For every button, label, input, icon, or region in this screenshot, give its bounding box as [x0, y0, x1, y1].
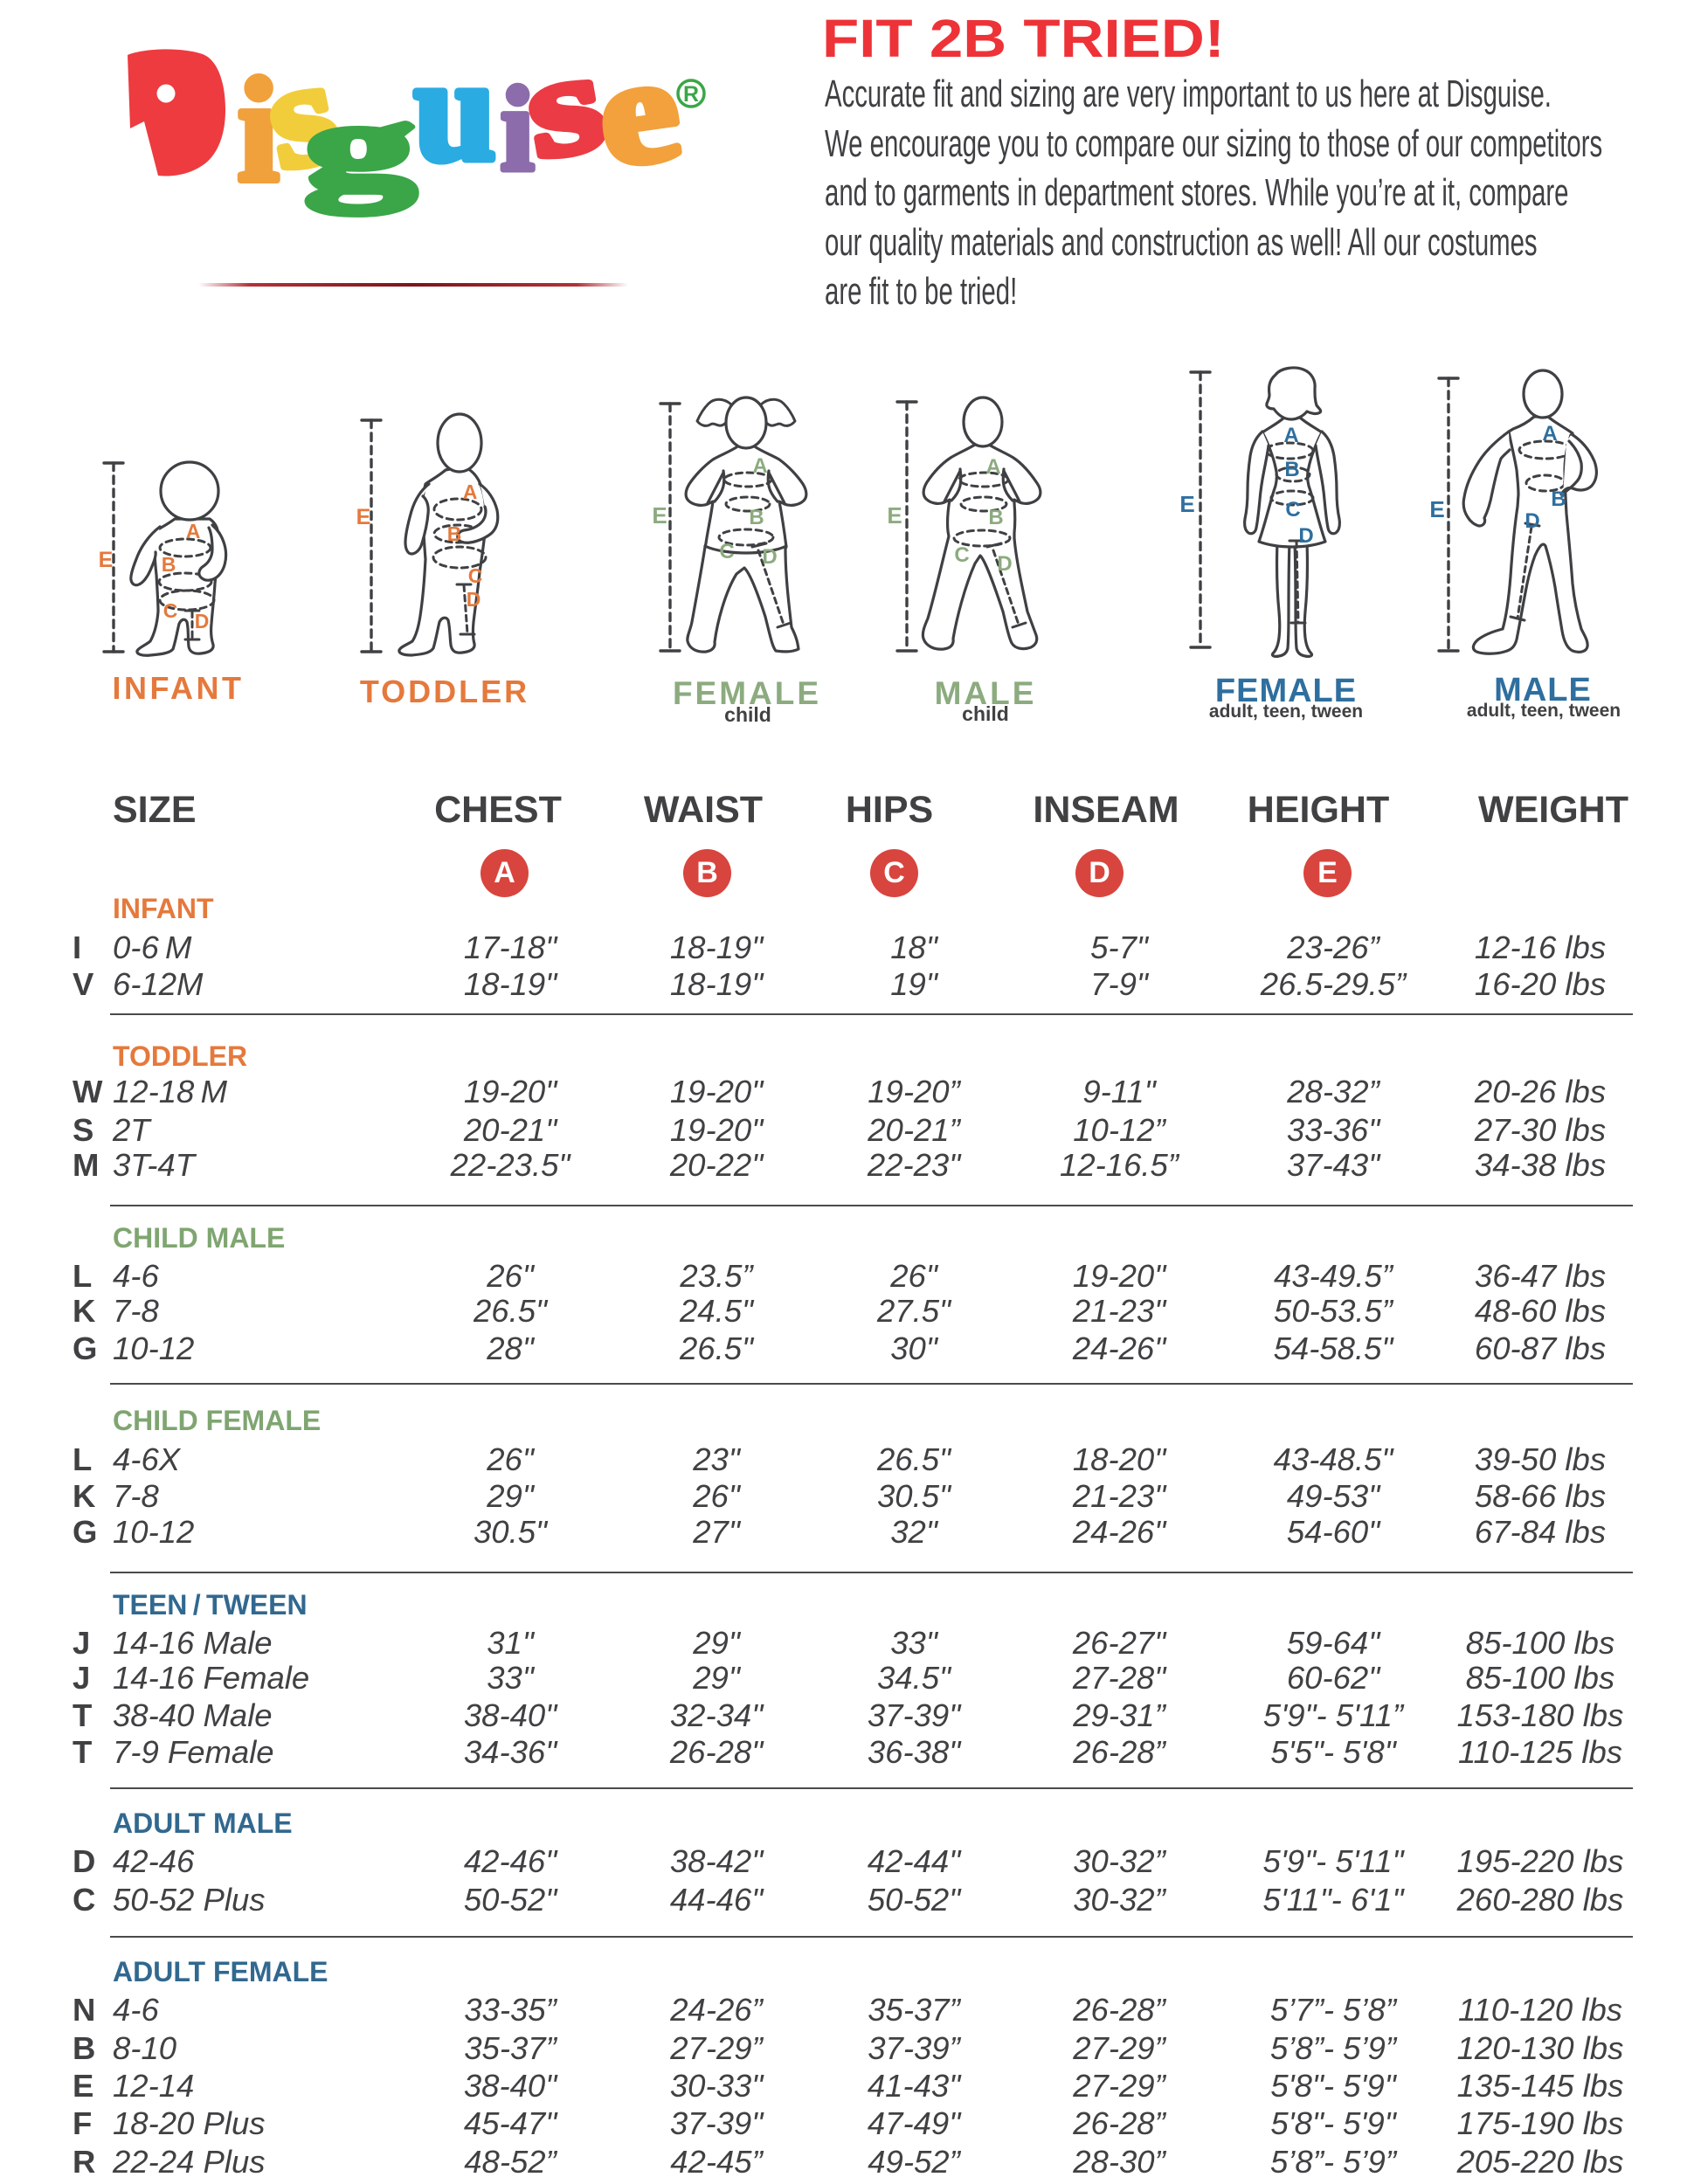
svg-text:i: i — [501, 62, 534, 196]
svg-text:C: C — [468, 564, 483, 587]
svg-text:E: E — [99, 548, 114, 572]
svg-text:FEMALE: FEMALE — [673, 675, 821, 711]
svg-text:TODDLER: TODDLER — [360, 674, 529, 709]
svg-text:B: B — [447, 522, 462, 545]
svg-text:E: E — [1429, 496, 1444, 522]
svg-text:B: B — [988, 506, 1003, 529]
svg-text:child: child — [724, 703, 771, 726]
svg-text:E: E — [887, 502, 902, 529]
svg-text:INFANT: INFANT — [113, 670, 245, 706]
svg-text:B: B — [1551, 487, 1566, 511]
svg-text:A: A — [186, 520, 201, 543]
svg-text:R: R — [683, 82, 699, 107]
svg-text:B: B — [1284, 458, 1299, 481]
svg-text:child: child — [962, 702, 1009, 725]
svg-text:C: C — [163, 599, 178, 622]
svg-text:E: E — [356, 505, 371, 529]
svg-text:u: u — [414, 29, 495, 191]
svg-text:A: A — [752, 454, 767, 478]
svg-text:D: D — [997, 552, 1012, 576]
svg-text:D: D — [762, 545, 777, 569]
svg-text:D: D — [195, 610, 210, 632]
svg-text:C: C — [719, 540, 734, 563]
svg-text:D: D — [1298, 524, 1313, 548]
svg-text:A: A — [463, 480, 478, 503]
svg-text:C: C — [1285, 498, 1300, 522]
svg-text:A: A — [1283, 424, 1298, 447]
svg-text:adult, teen, tween: adult, teen, tween — [1209, 702, 1363, 722]
svg-text:A: A — [985, 455, 1000, 479]
svg-text:C: C — [954, 543, 969, 567]
svg-text:FEMALE: FEMALE — [1215, 673, 1357, 709]
svg-text:MALE: MALE — [1494, 672, 1592, 708]
svg-text:D: D — [1525, 509, 1539, 533]
svg-text:A: A — [1542, 422, 1557, 446]
svg-text:B: B — [162, 553, 176, 576]
svg-text:B: B — [749, 506, 764, 529]
svg-text:E: E — [652, 502, 667, 529]
svg-text:E: E — [1179, 491, 1194, 517]
svg-text:D: D — [467, 588, 481, 611]
svg-text:MALE: MALE — [935, 675, 1037, 711]
svg-text:i: i — [238, 48, 279, 212]
svg-text:adult, teen, tween: adult, teen, tween — [1467, 701, 1621, 721]
svg-text:g: g — [305, 79, 415, 214]
